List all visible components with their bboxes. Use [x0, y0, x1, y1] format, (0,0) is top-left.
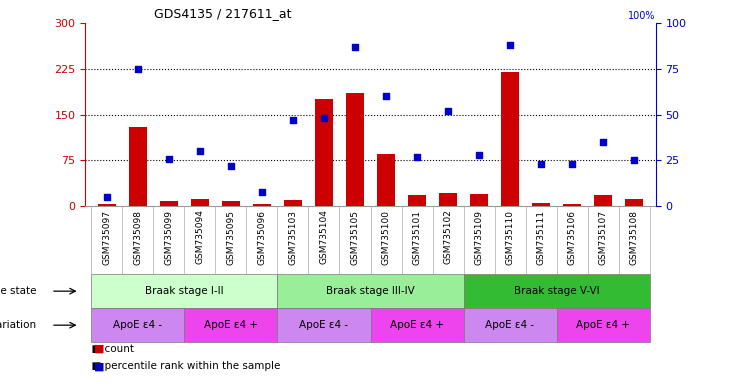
Text: ■: ■ — [87, 344, 104, 354]
Text: GSM735111: GSM735111 — [536, 210, 545, 265]
Text: GSM735100: GSM735100 — [382, 210, 391, 265]
Bar — [556, 308, 650, 342]
Text: ApoE ε4 -: ApoE ε4 - — [113, 320, 162, 330]
Text: ApoE ε4 +: ApoE ε4 + — [204, 320, 258, 330]
Bar — [532, 203, 551, 206]
Bar — [98, 204, 116, 206]
Text: ApoE ε4 -: ApoE ε4 - — [485, 320, 534, 330]
Text: GSM735099: GSM735099 — [165, 210, 173, 265]
Text: GSM735109: GSM735109 — [474, 210, 484, 265]
Text: Braak stage III-IV: Braak stage III-IV — [326, 286, 415, 296]
Text: 100%: 100% — [628, 11, 656, 21]
Bar — [185, 308, 277, 342]
Bar — [277, 274, 464, 308]
Text: ApoE ε4 +: ApoE ε4 + — [576, 320, 630, 330]
Text: GSM735107: GSM735107 — [599, 210, 608, 265]
Text: genotype/variation: genotype/variation — [0, 320, 37, 330]
Bar — [625, 199, 643, 206]
Text: GSM735097: GSM735097 — [102, 210, 111, 265]
Point — [287, 117, 299, 123]
Bar — [376, 154, 395, 206]
Bar — [464, 274, 650, 308]
Bar — [129, 127, 147, 206]
Point — [256, 189, 268, 195]
Text: ■ count: ■ count — [85, 344, 134, 354]
Text: GDS4135 / 217611_at: GDS4135 / 217611_at — [153, 7, 291, 20]
Point — [132, 66, 144, 72]
Text: GSM735098: GSM735098 — [133, 210, 142, 265]
Bar — [91, 308, 185, 342]
Bar — [277, 308, 370, 342]
Text: GSM735096: GSM735096 — [257, 210, 267, 265]
Bar — [408, 195, 426, 206]
Text: GSM735104: GSM735104 — [319, 210, 328, 265]
Bar — [470, 194, 488, 206]
Point — [225, 163, 237, 169]
Point — [504, 42, 516, 48]
Text: Braak stage I-II: Braak stage I-II — [145, 286, 224, 296]
Bar — [91, 274, 277, 308]
Text: GSM735105: GSM735105 — [350, 210, 359, 265]
Text: GSM735106: GSM735106 — [568, 210, 576, 265]
Bar — [315, 99, 333, 206]
Point — [628, 157, 640, 164]
Point — [380, 93, 392, 99]
Point — [597, 139, 609, 145]
Point — [566, 161, 578, 167]
Text: GSM735095: GSM735095 — [227, 210, 236, 265]
Point — [194, 148, 206, 154]
Point — [411, 154, 423, 160]
Bar — [439, 193, 457, 206]
Bar — [159, 201, 179, 206]
Bar — [501, 72, 519, 206]
Text: disease state: disease state — [0, 286, 37, 296]
Text: GSM735102: GSM735102 — [444, 210, 453, 265]
Text: GSM735103: GSM735103 — [288, 210, 297, 265]
Point — [473, 152, 485, 158]
Bar — [253, 204, 271, 206]
Text: GSM735101: GSM735101 — [413, 210, 422, 265]
Bar — [190, 199, 209, 206]
Bar — [284, 200, 302, 206]
Text: ApoE ε4 -: ApoE ε4 - — [299, 320, 348, 330]
Point — [442, 108, 454, 114]
Text: GSM735110: GSM735110 — [505, 210, 514, 265]
Text: ■: ■ — [87, 361, 104, 371]
Bar — [222, 201, 240, 206]
Point — [163, 156, 175, 162]
Text: ApoE ε4 +: ApoE ε4 + — [390, 320, 444, 330]
Text: ■ percentile rank within the sample: ■ percentile rank within the sample — [85, 361, 281, 371]
Text: GSM735094: GSM735094 — [196, 210, 205, 265]
Bar — [594, 195, 612, 206]
Text: GSM735108: GSM735108 — [630, 210, 639, 265]
Text: Braak stage V-VI: Braak stage V-VI — [514, 286, 599, 296]
Bar — [346, 93, 365, 206]
Point — [101, 194, 113, 200]
Point — [535, 161, 547, 167]
Bar — [370, 308, 464, 342]
Point — [349, 44, 361, 50]
Bar — [562, 204, 582, 206]
Bar — [464, 308, 556, 342]
Point — [318, 115, 330, 121]
